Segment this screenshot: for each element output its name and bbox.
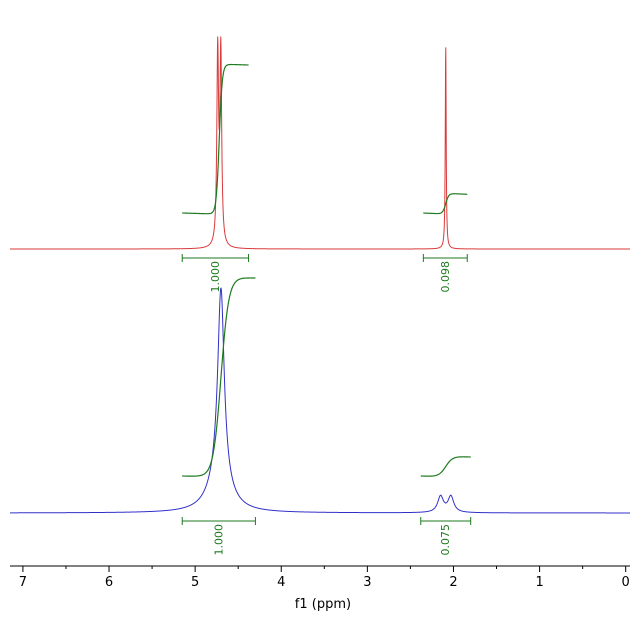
integral-curve (420, 456, 471, 477)
x-tick-label: 7 (19, 575, 27, 590)
x-tick-label: 3 (363, 575, 371, 590)
integral-value-label: 0.098 (439, 261, 452, 293)
integral-curve (423, 193, 468, 215)
plot-layer: 1.000 0.098 1.000 0.075 (10, 36, 630, 556)
x-axis: 7 6 5 4 3 2 1 0 (10, 565, 630, 590)
integral-value-label: 1.000 (209, 261, 222, 293)
bottom-spectrum-trace (10, 287, 630, 514)
x-tick-label: 4 (277, 575, 285, 590)
integral-curve (182, 277, 256, 477)
integral-curve (182, 63, 249, 215)
x-axis-title: f1 (ppm) (295, 597, 351, 612)
x-tick-label: 6 (105, 575, 113, 590)
integral-value-label: 1.000 (212, 524, 225, 556)
x-tick-label: 5 (191, 575, 199, 590)
x-tick-label: 2 (449, 575, 457, 590)
top-spectrum-trace (10, 36, 630, 250)
integral-value-label: 0.075 (439, 524, 452, 556)
x-tick-label: 1 (535, 575, 543, 590)
x-tick-label: 0 (622, 575, 630, 590)
